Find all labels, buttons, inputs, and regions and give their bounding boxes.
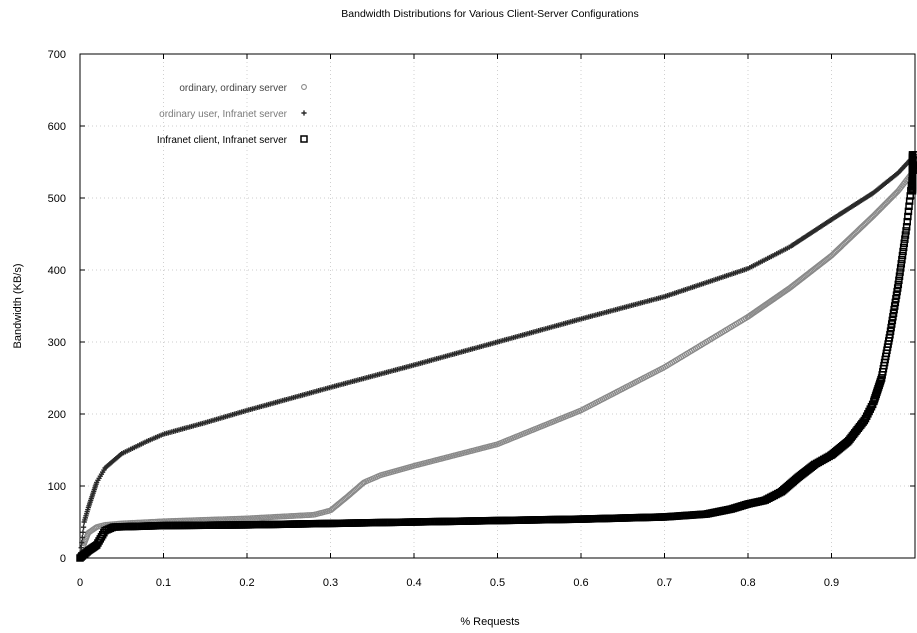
data-point — [899, 243, 908, 252]
data-point — [898, 251, 907, 260]
legend-label: ordinary, ordinary server — [179, 83, 287, 94]
data-point — [904, 212, 912, 221]
data-point — [902, 223, 911, 231]
y-tick-label: 600 — [48, 121, 66, 133]
legend-label: Infranet client, Infranet server — [157, 135, 288, 146]
data-point — [79, 539, 85, 546]
data-point — [905, 197, 914, 205]
x-tick-label: 0 — [77, 577, 83, 589]
data-point — [902, 227, 910, 235]
data-point — [80, 524, 87, 530]
y-axis-label: Bandwidth (KB/s) — [12, 264, 24, 349]
data-point — [894, 280, 903, 289]
data-point — [908, 151, 917, 159]
x-tick-label: 0.3 — [323, 577, 338, 589]
data-point — [897, 260, 906, 268]
data-point — [899, 247, 907, 256]
chart-title: Bandwidth Distributions for Various Clie… — [341, 8, 638, 20]
y-tick-label: 700 — [48, 49, 66, 61]
x-tick-label: 0.6 — [573, 577, 588, 589]
x-tick-label: 0.9 — [824, 577, 839, 589]
legend: ordinary, ordinary server ordinary user, … — [157, 83, 308, 146]
data-point — [903, 217, 911, 226]
data-point — [80, 529, 86, 535]
data-point — [896, 268, 904, 276]
y-tick-label: 300 — [48, 337, 66, 349]
data-point — [79, 534, 85, 541]
data-point — [900, 239, 909, 248]
data-point — [895, 276, 903, 285]
series-layer — [76, 151, 917, 562]
x-tick-label: 0.4 — [406, 577, 421, 589]
data-point — [896, 264, 905, 272]
x-axis-label: % Requests — [460, 616, 520, 628]
x-tick-label: 0.5 — [490, 577, 505, 589]
series-2 — [76, 151, 917, 562]
y-tick-label: 100 — [48, 481, 66, 493]
data-point — [78, 545, 84, 551]
grid — [80, 54, 915, 558]
data-point — [901, 231, 910, 239]
axis-ticks: 0 0.1 0.2 0.3 0.4 0.5 0.6 0.7 0.8 0.9 0 100 200 300 40… — [48, 49, 915, 589]
data-point — [898, 255, 906, 264]
legend-marker — [300, 135, 308, 143]
x-tick-label: 0.1 — [156, 577, 171, 589]
y-tick-label: 0 — [60, 553, 66, 565]
x-tick-label: 0.8 — [740, 577, 755, 589]
legend-marker — [301, 84, 307, 90]
x-tick-label: 0.2 — [239, 577, 254, 589]
y-tick-label: 400 — [48, 265, 66, 277]
series-1 — [77, 152, 917, 561]
legend-label: ordinary user, Infranet server — [159, 109, 288, 120]
y-tick-label: 500 — [48, 193, 66, 205]
data-point — [904, 207, 913, 216]
y-tick-label: 200 — [48, 409, 66, 421]
legend-marker — [301, 110, 307, 116]
data-point — [895, 272, 904, 280]
data-point — [905, 202, 913, 210]
data-point — [901, 235, 909, 243]
x-tick-label: 0.7 — [657, 577, 672, 589]
